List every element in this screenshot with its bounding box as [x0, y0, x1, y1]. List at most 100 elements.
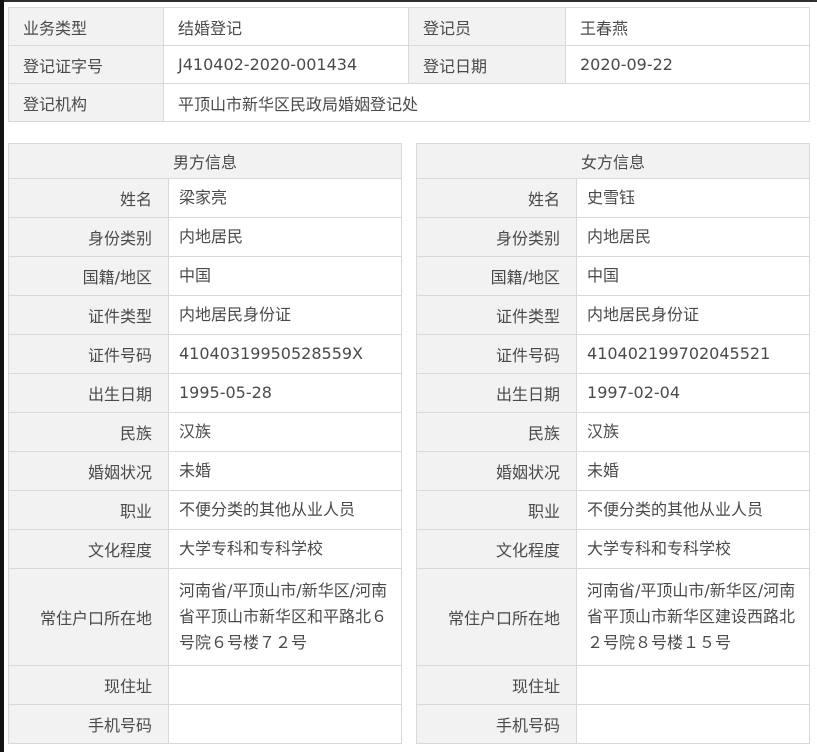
window-top-edge	[0, 0, 817, 2]
row-education-level: 文化程度 大学专科和专科学校	[8, 529, 403, 569]
business-type-value: 结婚登记	[163, 7, 409, 46]
business-type-label: 业务类型	[8, 7, 164, 46]
field-value	[576, 703, 811, 744]
field-value	[576, 664, 811, 705]
field-label: 职业	[8, 490, 169, 530]
row-ethnicity: 民族 汉族	[416, 412, 811, 452]
field-label: 现住址	[8, 664, 169, 705]
field-value: 不便分类的其他从业人员	[167, 490, 403, 530]
field-label: 姓名	[416, 178, 578, 218]
row-nationality-region: 国籍/地区 中国	[8, 256, 403, 296]
registration-date-value: 2020-09-22	[565, 45, 810, 84]
field-label: 文化程度	[8, 529, 169, 569]
field-value: 未婚	[167, 451, 403, 491]
female-party-header-row: 女方信息	[416, 143, 811, 179]
field-value	[167, 664, 403, 705]
field-label: 文化程度	[416, 529, 578, 569]
field-value: 内地居民	[167, 217, 403, 257]
field-value: 大学专科和专科学校	[167, 529, 403, 569]
row-ethnicity: 民族 汉族	[8, 412, 403, 452]
row-id-number: 证件号码 410402199702045521	[416, 334, 811, 374]
row-identity-category: 身份类别 内地居民	[416, 217, 811, 257]
row-id-type: 证件类型 内地居民身份证	[416, 295, 811, 335]
field-label: 常住户口所在地	[8, 568, 169, 666]
row-household-address: 常住户口所在地 河南省/平顶山市/新华区/河南省平顶山市新华区建设西路北２号院８…	[416, 568, 811, 666]
field-value: 内地居民	[576, 217, 811, 257]
field-label: 证件号码	[8, 334, 169, 374]
row-household-address: 常住户口所在地 河南省/平顶山市/新华区/河南省平顶山市新华区和平路北６号院６号…	[8, 568, 403, 666]
row-current-address: 现住址	[8, 664, 403, 705]
field-label: 婚姻状况	[8, 451, 169, 491]
field-label: 现住址	[416, 664, 578, 705]
field-value: 河南省/平顶山市/新华区/河南省平顶山市新华区建设西路北２号院８号楼１５号	[576, 568, 811, 666]
row-id-type: 证件类型 内地居民身份证	[8, 295, 403, 335]
field-value: 大学专科和专科学校	[576, 529, 811, 569]
field-label: 出生日期	[416, 373, 578, 413]
field-label: 证件号码	[416, 334, 578, 374]
row-occupation: 职业 不便分类的其他从业人员	[416, 490, 811, 530]
row-marital-status: 婚姻状况 未婚	[416, 451, 811, 491]
field-value: 中国	[576, 256, 811, 296]
field-value: 梁家亮	[167, 178, 403, 218]
female-party-table: 女方信息 姓名 史雪钰 身份类别 内地居民 国籍/地区 中国 证件类型 内地居民…	[416, 143, 811, 744]
female-party-title: 女方信息	[416, 143, 811, 179]
field-label: 姓名	[8, 178, 169, 218]
certificate-no-label: 登记证字号	[8, 45, 164, 84]
registration-office-label: 登记机构	[8, 83, 164, 122]
field-label: 民族	[416, 412, 578, 452]
field-value: 河南省/平顶山市/新华区/河南省平顶山市新华区和平路北６号院６号楼７２号	[167, 568, 403, 666]
field-label: 身份类别	[8, 217, 169, 257]
row-id-number: 证件号码 41040319950528559X	[8, 334, 403, 374]
field-value: 不便分类的其他从业人员	[576, 490, 811, 530]
field-value: 41040319950528559X	[167, 334, 403, 374]
certificate-no-value: J410402-2020-001434	[163, 45, 409, 84]
row-marital-status: 婚姻状况 未婚	[8, 451, 403, 491]
field-label: 常住户口所在地	[416, 568, 578, 666]
registration-summary-table: 业务类型 结婚登记 登记员 王春燕 登记证字号 J410402-2020-001…	[8, 7, 810, 122]
male-party-table: 男方信息 姓名 梁家亮 身份类别 内地居民 国籍/地区 中国 证件类型 内地居民…	[7, 143, 403, 744]
row-birth-date: 出生日期 1997-02-04	[416, 373, 811, 413]
registration-office-value: 平顶山市新华区民政局婚姻登记处	[163, 83, 810, 122]
row-name: 姓名 梁家亮	[8, 178, 403, 218]
registrar-value: 王春燕	[565, 7, 810, 46]
field-label: 身份类别	[416, 217, 578, 257]
field-label: 民族	[8, 412, 169, 452]
field-label: 国籍/地区	[416, 256, 578, 296]
row-nationality-region: 国籍/地区 中国	[416, 256, 811, 296]
registration-date-label: 登记日期	[408, 45, 566, 84]
row-current-address: 现住址	[416, 664, 811, 705]
field-label: 出生日期	[8, 373, 169, 413]
field-label: 证件类型	[8, 295, 169, 335]
party-tables: 男方信息 姓名 梁家亮 身份类别 内地居民 国籍/地区 中国 证件类型 内地居民…	[7, 143, 811, 744]
summary-row-office: 登记机构 平顶山市新华区民政局婚姻登记处	[8, 83, 810, 122]
summary-row-certificate: 登记证字号 J410402-2020-001434 登记日期 2020-09-2…	[8, 45, 810, 84]
male-party-title: 男方信息	[7, 143, 403, 179]
row-birth-date: 出生日期 1995-05-28	[8, 373, 403, 413]
field-value: 史雪钰	[576, 178, 811, 218]
row-mobile-number: 手机号码	[416, 703, 811, 744]
row-occupation: 职业 不便分类的其他从业人员	[8, 490, 403, 530]
summary-row-business-type: 业务类型 结婚登记 登记员 王春燕	[8, 7, 810, 46]
field-value: 未婚	[576, 451, 811, 491]
field-label: 证件类型	[416, 295, 578, 335]
field-value: 内地居民身份证	[167, 295, 403, 335]
field-value: 中国	[167, 256, 403, 296]
field-value	[167, 703, 403, 744]
row-mobile-number: 手机号码	[8, 703, 403, 744]
male-party-header-row: 男方信息	[7, 143, 403, 179]
row-education-level: 文化程度 大学专科和专科学校	[416, 529, 811, 569]
field-value: 汉族	[576, 412, 811, 452]
field-value: 内地居民身份证	[576, 295, 811, 335]
row-name: 姓名 史雪钰	[416, 178, 811, 218]
field-label: 职业	[416, 490, 578, 530]
field-value: 1997-02-04	[576, 373, 811, 413]
field-value: 汉族	[167, 412, 403, 452]
field-value: 1995-05-28	[167, 373, 403, 413]
field-label: 手机号码	[416, 703, 578, 744]
row-identity-category: 身份类别 内地居民	[8, 217, 403, 257]
window-left-edge	[0, 0, 4, 752]
field-value: 410402199702045521	[576, 334, 811, 374]
field-label: 婚姻状况	[416, 451, 578, 491]
field-label: 手机号码	[8, 703, 169, 744]
